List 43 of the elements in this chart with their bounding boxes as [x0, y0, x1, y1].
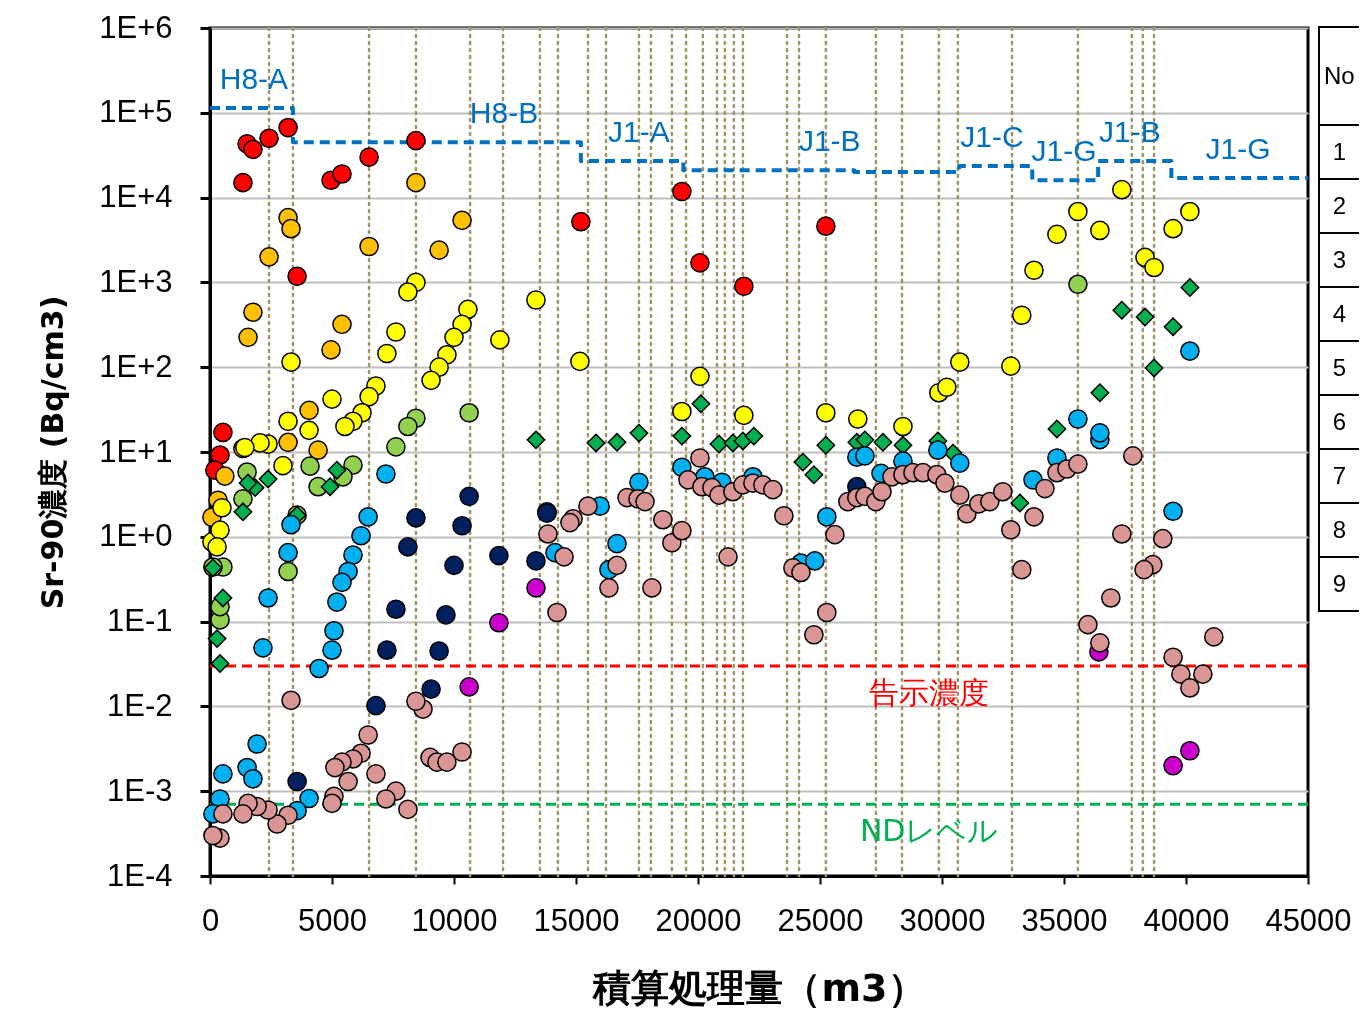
- text: 6: [1319, 395, 1359, 449]
- text: 9: [1319, 557, 1359, 611]
- x-tick-label: 15000: [533, 902, 620, 938]
- annotation: J1-G: [1205, 132, 1271, 166]
- x-tick-label: 5000: [298, 902, 367, 938]
- x-tick-label: 0: [201, 902, 220, 938]
- y-tick-label: 1E-2: [107, 687, 173, 723]
- text: 3: [1319, 233, 1359, 287]
- y-tick-label: 1E+4: [99, 179, 173, 215]
- annotation: J1-C: [960, 119, 1024, 153]
- x-tick-label: 25000: [777, 902, 864, 938]
- y-tick-label: 1E-3: [107, 772, 173, 808]
- x-tick-label: 40000: [1143, 902, 1230, 938]
- y-tick-label: 1E+1: [99, 433, 173, 469]
- x-tick-label: 20000: [655, 902, 742, 938]
- text: 5: [1319, 341, 1359, 395]
- text: 8: [1319, 503, 1359, 557]
- x-tick-label: 45000: [1265, 902, 1352, 938]
- y-tick-label: 1E-4: [107, 857, 173, 893]
- y-tick-label: 1E+0: [99, 518, 173, 554]
- y-tick-label: 1E+5: [99, 94, 173, 130]
- annotation: J1-B: [798, 124, 861, 158]
- text: 7: [1319, 449, 1359, 503]
- text: 2: [1319, 179, 1359, 233]
- text: 1: [1319, 125, 1359, 179]
- annotation: J1-B: [1099, 115, 1161, 149]
- y-tick-label: 1E-1: [107, 603, 173, 639]
- annotation: J1-A: [608, 115, 670, 149]
- annotation: J1-G: [1031, 134, 1097, 168]
- x-tick-label: 30000: [899, 902, 986, 938]
- y-tick-label: 1E+6: [99, 9, 173, 45]
- y-tick-label: 1E+3: [99, 263, 173, 299]
- x-tick-label: 10000: [411, 902, 498, 938]
- y-tick-label: 1E+2: [99, 348, 173, 384]
- text: 4: [1319, 287, 1359, 341]
- x-axis-title: 積算処理量（m3）: [592, 965, 926, 1010]
- y-axis-title: Sr-90濃度 (Bq/cm3): [35, 295, 71, 610]
- text: No: [1319, 27, 1359, 125]
- annotation: H8-A: [219, 61, 289, 95]
- x-tick-label: 35000: [1021, 902, 1108, 938]
- ref-line-label: NDレベル: [859, 813, 999, 849]
- annotation: H8-B: [469, 96, 539, 130]
- ref-line-label: 告示濃度: [869, 674, 990, 710]
